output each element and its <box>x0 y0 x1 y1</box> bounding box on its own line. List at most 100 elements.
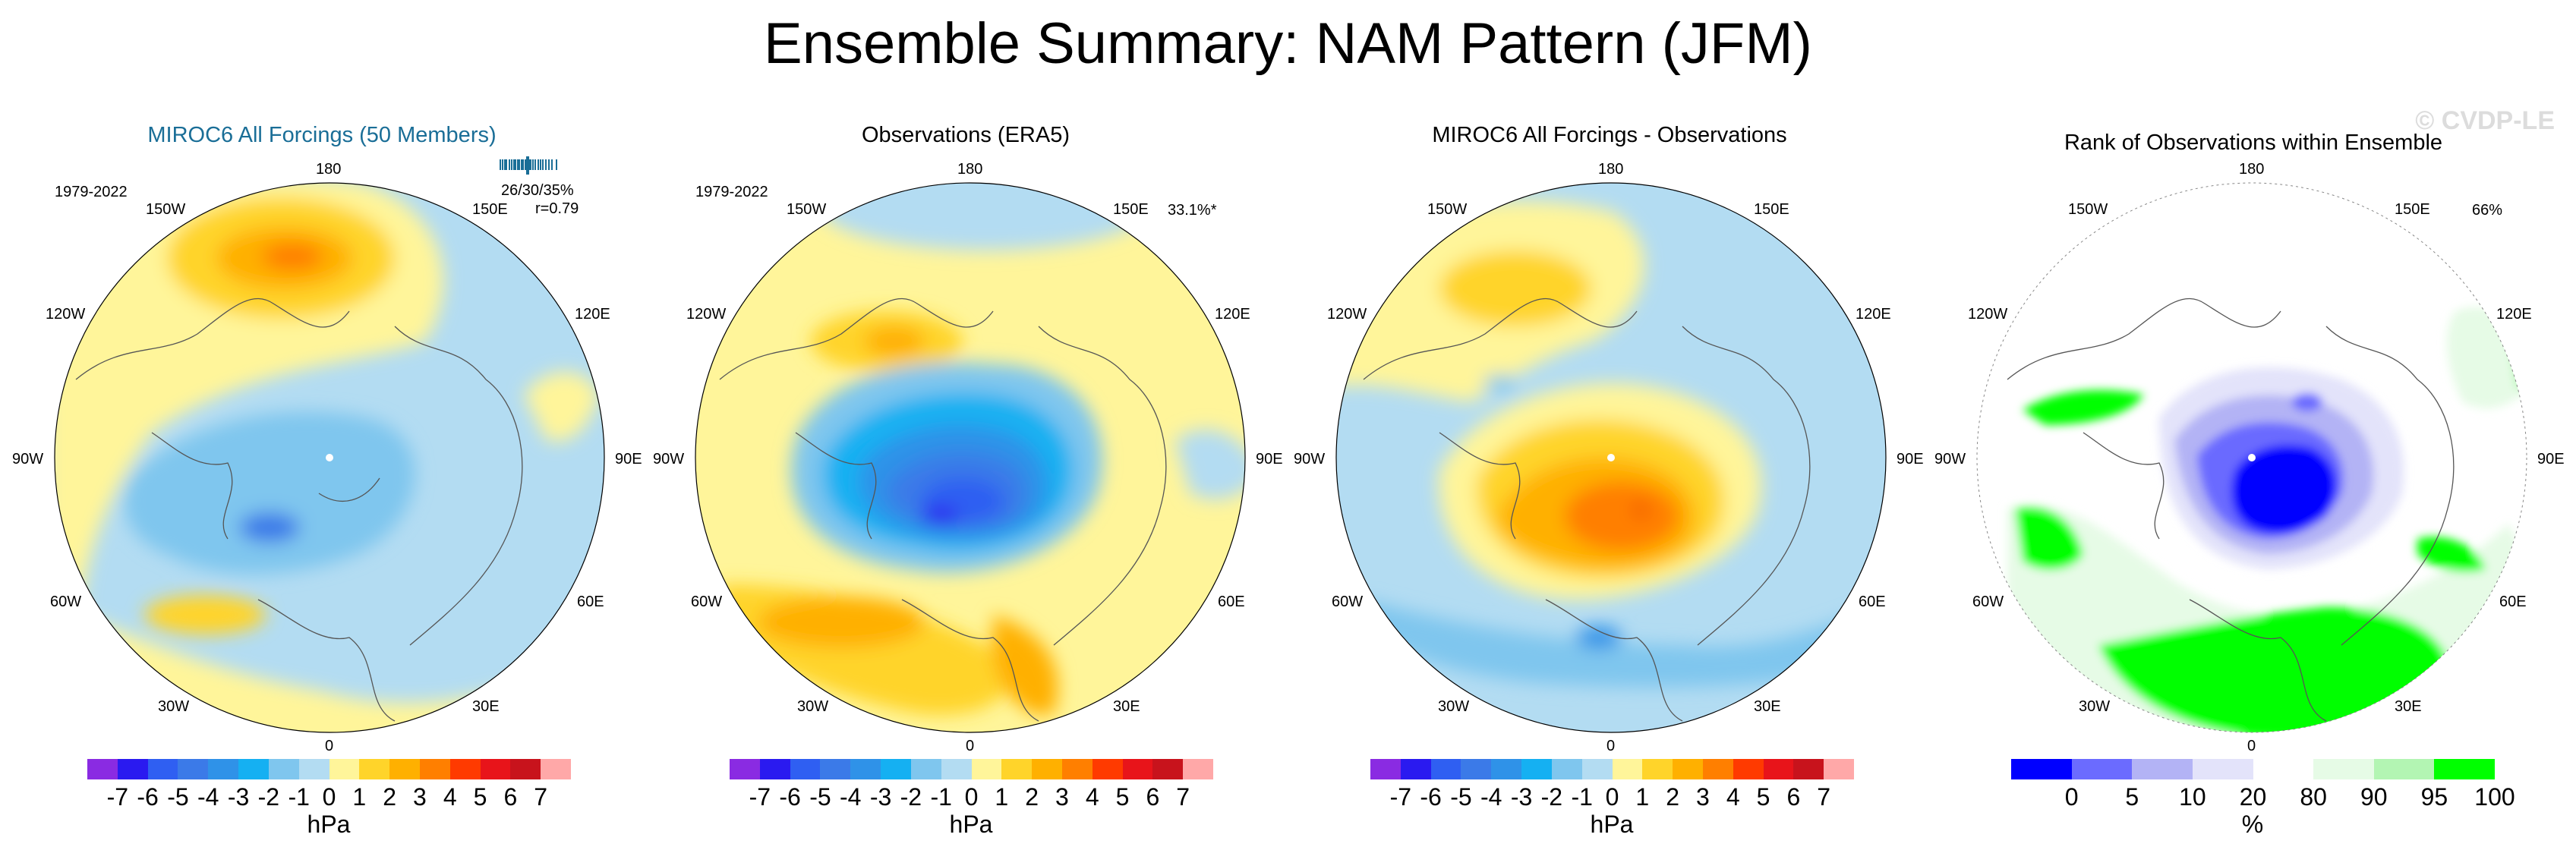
colorbar-swatch <box>1122 759 1153 779</box>
panel-title: MIROC6 All Forcings - Observations <box>1432 123 1787 147</box>
colorbar-swatch <box>419 759 450 779</box>
panel-rank: Rank of Observations within Ensemble <box>1931 114 2575 847</box>
north-pole-marker <box>2248 454 2256 461</box>
colorbar-tick-label: 6 <box>1786 783 1801 811</box>
colorbar-tick-label: 7 <box>1176 783 1190 811</box>
colorbar-swatch <box>87 759 118 779</box>
colorbar-tick-label: -1 <box>930 783 952 811</box>
colorbar-swatch <box>2071 759 2133 779</box>
colorbar-tick-label: -1 <box>288 783 310 811</box>
period-label: 1979-2022 <box>55 184 128 200</box>
colorbar-swatch <box>759 759 790 779</box>
polar-map <box>54 156 605 733</box>
colorbar-swatch <box>1001 759 1033 779</box>
lon-label-120e: 120E <box>1856 306 1891 323</box>
lon-label-60w: 60W <box>1972 594 2004 610</box>
colorbar-swatch <box>1581 759 1613 779</box>
panel-difference: MIROC6 All Forcings - Observations <box>1288 114 1931 847</box>
colorbar-tick-label: 5 <box>1115 783 1130 811</box>
colorbar-tick-label: 5 <box>473 783 487 811</box>
colorbar-swatch <box>1092 759 1123 779</box>
lon-label-120e: 120E <box>575 306 610 323</box>
coastlines <box>75 298 523 722</box>
lon-label-30w: 30W <box>158 698 190 715</box>
rank-strip <box>500 156 557 175</box>
map-boundary <box>695 182 1246 733</box>
lon-label-180: 180 <box>957 161 983 178</box>
lon-label-60w: 60W <box>691 594 723 610</box>
lon-label-60e: 60E <box>2499 594 2527 610</box>
colorbar-swatch <box>208 759 239 779</box>
colorbar-swatch <box>1612 759 1643 779</box>
colorbar-tick-label: -5 <box>1450 783 1472 811</box>
colorbar-swatch <box>147 759 178 779</box>
lon-label-90e: 90E <box>615 451 642 468</box>
colorbar <box>730 759 1213 779</box>
colorbar-swatch <box>850 759 881 779</box>
colorbar-tick-label: -3 <box>1510 783 1533 811</box>
colorbar-swatch <box>389 759 420 779</box>
colorbar-tick-label: 3 <box>1696 783 1710 811</box>
colorbar-tick-label: 90 <box>2360 783 2388 811</box>
lon-label-150e: 150E <box>1113 201 1149 218</box>
lon-label-60e: 60E <box>577 594 604 610</box>
colorbar-swatch <box>1642 759 1673 779</box>
panel-title: Rank of Observations within Ensemble <box>2064 131 2443 155</box>
colorbar-tick-label: 3 <box>1055 783 1069 811</box>
colorbar-tick-label: 6 <box>503 783 518 811</box>
colorbar-swatch <box>1793 759 1824 779</box>
lon-label-90w: 90W <box>653 451 685 468</box>
colorbar-tick-label: 0 <box>2064 783 2079 811</box>
colorbar-tick-label: 4 <box>1726 783 1740 811</box>
colorbar-unit: hPa <box>307 811 351 838</box>
lon-label-30e: 30E <box>1113 698 1140 715</box>
colorbar-tick-label: -4 <box>1480 783 1502 811</box>
variance-label: 66% <box>2472 202 2503 219</box>
colorbar-tick-label: -3 <box>227 783 250 811</box>
colorbar-tick-label: 100 <box>2474 783 2515 811</box>
lon-label-90e: 90E <box>2537 451 2565 468</box>
colorbar-swatch <box>1521 759 1552 779</box>
colorbar-tick-label: -6 <box>1420 783 1442 811</box>
lon-label-90w: 90W <box>12 451 44 468</box>
lon-label-90w: 90W <box>1934 451 1966 468</box>
coastlines <box>719 298 1167 722</box>
colorbar-swatch <box>1430 759 1461 779</box>
colorbar-swatch <box>1763 759 1794 779</box>
lon-label-180: 180 <box>1598 161 1624 178</box>
colorbar-swatch <box>941 759 972 779</box>
colorbar-swatch <box>790 759 821 779</box>
colorbar-swatch <box>881 759 911 779</box>
colorbar-swatch <box>1061 759 1093 779</box>
colorbar-tick-label: 2 <box>1666 783 1680 811</box>
lon-label-90e: 90E <box>1897 451 1924 468</box>
colorbar-swatch <box>117 759 148 779</box>
colorbar-tick-label: 5 <box>2125 783 2139 811</box>
colorbar <box>87 759 571 779</box>
colorbar-swatch <box>510 759 541 779</box>
colorbar-unit: hPa <box>1590 811 1634 838</box>
colorbar-tick-label: 95 <box>2420 783 2448 811</box>
colorbar-swatch <box>2253 759 2314 779</box>
colorbar-tick-label: -7 <box>749 783 771 811</box>
lon-label-30w: 30W <box>1438 698 1470 715</box>
colorbar-tick-label: 0 <box>1605 783 1619 811</box>
north-pole-marker <box>1607 454 1615 461</box>
colorbar-swatch <box>238 759 269 779</box>
colorbar-swatch <box>1824 759 1854 779</box>
lon-label-0: 0 <box>2247 738 2256 754</box>
colorbar-swatch <box>730 759 760 779</box>
lon-label-150w: 150W <box>787 201 827 218</box>
coastlines <box>1363 298 1811 722</box>
colorbar-swatch <box>1673 759 1703 779</box>
colorbar-swatch <box>820 759 851 779</box>
colorbar-tick-label: 0 <box>964 783 979 811</box>
colorbar-tick-label: 1 <box>1635 783 1650 811</box>
colorbar-tick-label: -3 <box>869 783 892 811</box>
colorbar-tick-label: -5 <box>167 783 189 811</box>
colorbar-swatch <box>480 759 511 779</box>
lon-label-30w: 30W <box>2079 698 2111 715</box>
colorbar-tick-label: 1 <box>352 783 367 811</box>
colorbar-swatch <box>449 759 481 779</box>
lon-label-150e: 150E <box>472 201 508 218</box>
